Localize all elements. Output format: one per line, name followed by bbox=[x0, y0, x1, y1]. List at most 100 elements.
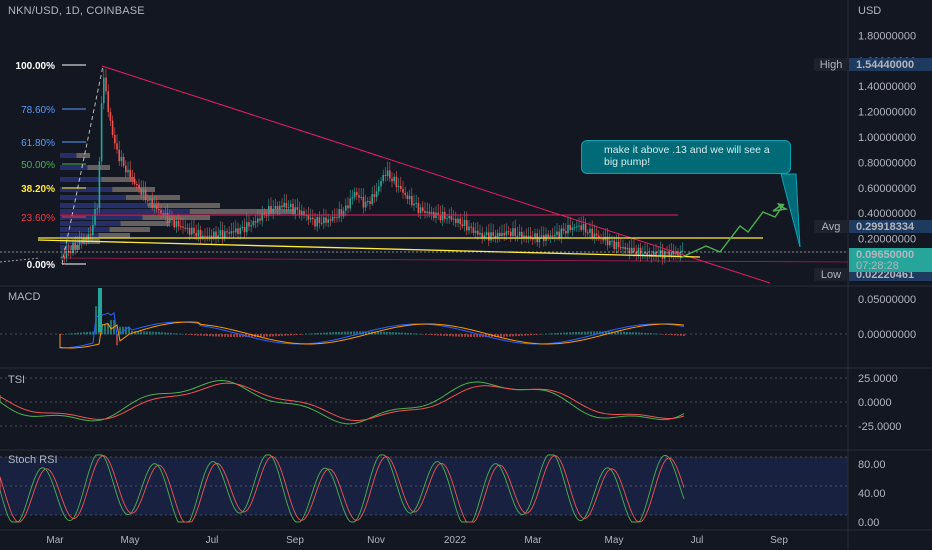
candle-body bbox=[153, 204, 156, 208]
macd-histogram-bar bbox=[284, 334, 286, 336]
macd-histogram-bar bbox=[596, 331, 598, 335]
downtrend-line[interactable] bbox=[101, 65, 771, 284]
macd-histogram-bar bbox=[593, 331, 595, 335]
candle-body bbox=[615, 241, 618, 249]
macd-histogram-bar bbox=[464, 334, 466, 337]
projection-path[interactable] bbox=[679, 203, 785, 259]
candle-body bbox=[342, 210, 345, 217]
candle-body bbox=[228, 232, 230, 234]
avg-tag-value-box bbox=[849, 220, 932, 233]
candle-body bbox=[466, 220, 468, 231]
macd-histogram-bar bbox=[305, 333, 307, 335]
candle-body bbox=[61, 256, 63, 258]
candle-body bbox=[468, 226, 470, 231]
macd-histogram-bar bbox=[152, 331, 154, 335]
candle-body bbox=[628, 247, 631, 254]
lower-trend-line bbox=[59, 257, 849, 263]
time-axis[interactable]: Mar May Jul Sep Nov 2022 Mar May Jul Sep bbox=[46, 535, 788, 546]
time-tick-label: Nov bbox=[367, 535, 385, 546]
macd-histogram-bar bbox=[185, 334, 187, 335]
candle-body bbox=[274, 206, 277, 209]
candle-body bbox=[171, 218, 173, 221]
candle-body bbox=[131, 178, 134, 180]
volume-profile-bar bbox=[126, 195, 180, 200]
candle-body bbox=[358, 195, 360, 198]
candle-body bbox=[569, 224, 571, 231]
candle-body bbox=[206, 236, 208, 238]
volume-profile-bar bbox=[109, 227, 150, 232]
candle-body bbox=[598, 235, 600, 238]
volume-profile-bar bbox=[60, 195, 180, 200]
candle-body bbox=[188, 227, 191, 235]
support-line-lower[interactable] bbox=[37, 239, 701, 258]
macd-histogram-bar bbox=[92, 331, 94, 335]
macd-histogram-bar bbox=[521, 334, 523, 336]
macd-histogram-bar bbox=[224, 334, 226, 337]
candle-body bbox=[169, 218, 171, 223]
candle-body bbox=[63, 256, 65, 259]
candle-body bbox=[584, 224, 587, 233]
candle-body bbox=[301, 210, 303, 215]
macd-histogram-bar bbox=[581, 331, 583, 335]
macd-histogram-bar bbox=[62, 334, 64, 335]
price-candles bbox=[61, 68, 684, 265]
candle-body bbox=[521, 231, 523, 239]
candle-body bbox=[547, 234, 549, 238]
tsi-title[interactable]: TSI bbox=[8, 374, 26, 386]
volume-profile-bar bbox=[120, 221, 170, 226]
candle-body bbox=[551, 235, 554, 237]
candle-body bbox=[316, 217, 318, 227]
volume-profile-bar bbox=[60, 233, 130, 238]
candle-body bbox=[578, 225, 580, 227]
indicator-tick-label: 0.05000000 bbox=[858, 294, 916, 306]
candle-body bbox=[653, 251, 655, 257]
symbol-title[interactable]: NKN/USD, 1D, COINBASE bbox=[8, 5, 145, 17]
macd-histogram-bar bbox=[620, 331, 622, 335]
macd-histogram-bar bbox=[302, 334, 304, 335]
candle-body bbox=[296, 207, 299, 210]
macd-histogram-bar bbox=[515, 334, 517, 337]
macd-histogram-bar bbox=[356, 331, 358, 335]
candle-body bbox=[87, 234, 90, 240]
macd-histogram-bar bbox=[497, 334, 499, 337]
candle-body bbox=[593, 233, 596, 238]
candle-body bbox=[182, 226, 184, 228]
candle-body bbox=[411, 195, 413, 206]
candle-body bbox=[562, 228, 565, 231]
macd-histogram-bar bbox=[443, 334, 445, 336]
candle-body bbox=[127, 169, 129, 173]
candle-body bbox=[298, 209, 301, 215]
macd-histogram-bar bbox=[479, 334, 481, 338]
price-tick-label: 0.60000000 bbox=[858, 183, 916, 195]
macd-histogram-bar bbox=[395, 332, 397, 335]
annotation-callout[interactable]: make it above .13 and we will see a big … bbox=[581, 140, 791, 174]
candle-body bbox=[428, 211, 431, 214]
macd-title[interactable]: MACD bbox=[8, 291, 41, 303]
macd-histogram-bar bbox=[680, 334, 682, 336]
macd-histogram-bar bbox=[542, 333, 544, 335]
macd-histogram-bar bbox=[659, 333, 661, 335]
candle-body bbox=[472, 227, 475, 233]
candle-body bbox=[670, 252, 673, 257]
candle-body bbox=[243, 226, 246, 233]
volume-profile bbox=[60, 153, 296, 250]
candle-body bbox=[118, 149, 120, 162]
macd-histogram-bar bbox=[296, 334, 298, 335]
stoch-rsi-title[interactable]: Stoch RSI bbox=[8, 454, 58, 466]
time-tick-label: Mar bbox=[524, 535, 542, 546]
candle-body bbox=[459, 218, 461, 225]
candle-body bbox=[323, 217, 325, 224]
candle-body bbox=[481, 232, 483, 238]
candle-body bbox=[147, 200, 149, 202]
candle-body bbox=[184, 227, 186, 229]
macd-histogram-bar bbox=[644, 332, 646, 335]
macd-histogram-bar bbox=[266, 334, 268, 337]
macd-histogram-bar bbox=[509, 334, 511, 337]
macd-histogram-bar bbox=[86, 331, 88, 335]
macd-histogram-bar bbox=[326, 332, 328, 335]
macd-histogram-bar bbox=[110, 320, 112, 335]
macd-histogram-bar bbox=[500, 334, 502, 337]
macd-histogram-bar bbox=[551, 333, 553, 335]
